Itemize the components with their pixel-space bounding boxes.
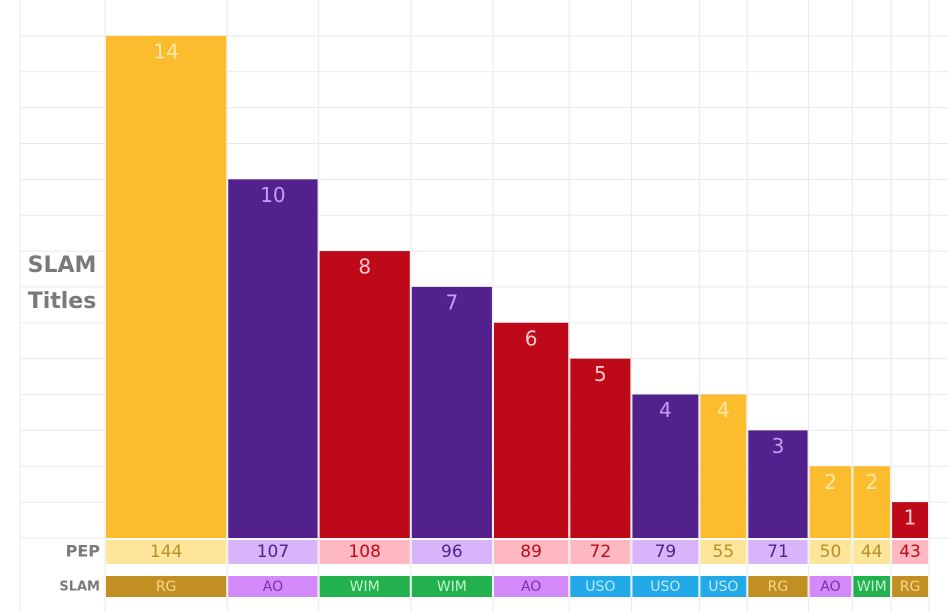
pep-row-label: PEP bbox=[66, 542, 101, 561]
pep-cell bbox=[632, 540, 699, 564]
slam-row-label: SLAM bbox=[59, 580, 100, 595]
pep-value: 144 bbox=[150, 542, 182, 562]
bar bbox=[809, 466, 852, 538]
value-label: 5 bbox=[594, 362, 607, 386]
slam-cell bbox=[809, 576, 852, 597]
slam-value: AO bbox=[521, 579, 541, 595]
pep-cell bbox=[748, 540, 808, 564]
slam-value: USO bbox=[585, 579, 615, 595]
slam-value: USO bbox=[708, 579, 738, 595]
slam-cell bbox=[570, 576, 631, 597]
slam-cell bbox=[493, 576, 569, 597]
pep-cell bbox=[892, 540, 928, 564]
pep-cell bbox=[809, 540, 852, 564]
pep-value: 72 bbox=[590, 542, 612, 562]
pep-value: 43 bbox=[899, 542, 921, 562]
value-label: 2 bbox=[824, 470, 837, 494]
pep-cell bbox=[853, 540, 891, 564]
pep-value: 71 bbox=[767, 542, 789, 562]
pep-cell bbox=[570, 540, 631, 564]
pep-cell bbox=[493, 540, 569, 564]
value-label: 1 bbox=[904, 506, 917, 530]
value-label: 4 bbox=[717, 398, 730, 422]
value-label: 7 bbox=[446, 290, 459, 314]
bar bbox=[700, 394, 747, 538]
slam-value: WIM bbox=[857, 579, 887, 595]
slam-cell bbox=[106, 576, 227, 597]
slam-value: USO bbox=[650, 579, 680, 595]
slam-cell bbox=[853, 576, 891, 597]
pep-cell bbox=[228, 540, 318, 564]
pep-cell bbox=[106, 540, 227, 564]
value-label: 2 bbox=[865, 470, 878, 494]
pep-value: 108 bbox=[348, 542, 380, 562]
pep-value: 107 bbox=[257, 542, 289, 562]
value-label: 8 bbox=[358, 255, 371, 279]
slam-value: WIM bbox=[437, 579, 467, 595]
slam-cell bbox=[411, 576, 492, 597]
slam-cell bbox=[228, 576, 318, 597]
value-label: 4 bbox=[659, 398, 672, 422]
value-label: 14 bbox=[153, 39, 178, 63]
slam-value: RG bbox=[156, 579, 177, 595]
y-axis-label: SLAM Titles bbox=[27, 253, 97, 314]
pep-cell bbox=[700, 540, 747, 564]
pep-cell bbox=[319, 540, 410, 564]
slam-cell bbox=[632, 576, 699, 597]
slam-cell bbox=[319, 576, 410, 597]
pep-value: 79 bbox=[655, 542, 677, 562]
bar bbox=[411, 286, 492, 538]
slam-cell bbox=[892, 576, 928, 597]
bar bbox=[853, 466, 891, 538]
bar bbox=[493, 322, 569, 538]
value-label: 10 bbox=[260, 183, 285, 207]
bar bbox=[632, 394, 699, 538]
pep-value: 55 bbox=[713, 542, 735, 562]
pep-value: 50 bbox=[820, 542, 842, 562]
slam-value: AO bbox=[820, 579, 840, 595]
bar bbox=[228, 179, 318, 539]
slam-value: RG bbox=[900, 579, 921, 595]
pep-value: 89 bbox=[520, 542, 542, 562]
slam-cell bbox=[748, 576, 808, 597]
value-label: 3 bbox=[772, 434, 785, 458]
pep-cell bbox=[411, 540, 492, 564]
bar bbox=[892, 502, 928, 538]
pep-value: 96 bbox=[441, 542, 463, 562]
bar bbox=[319, 251, 410, 539]
slam-cell bbox=[700, 576, 747, 597]
slam-value: RG bbox=[768, 579, 789, 595]
pep-value: 44 bbox=[861, 542, 883, 562]
bar bbox=[570, 358, 631, 538]
slam-value: AO bbox=[263, 579, 283, 595]
bar bbox=[106, 35, 227, 538]
value-label: 6 bbox=[525, 326, 538, 350]
bar bbox=[748, 430, 808, 538]
slam-value: WIM bbox=[350, 579, 380, 595]
